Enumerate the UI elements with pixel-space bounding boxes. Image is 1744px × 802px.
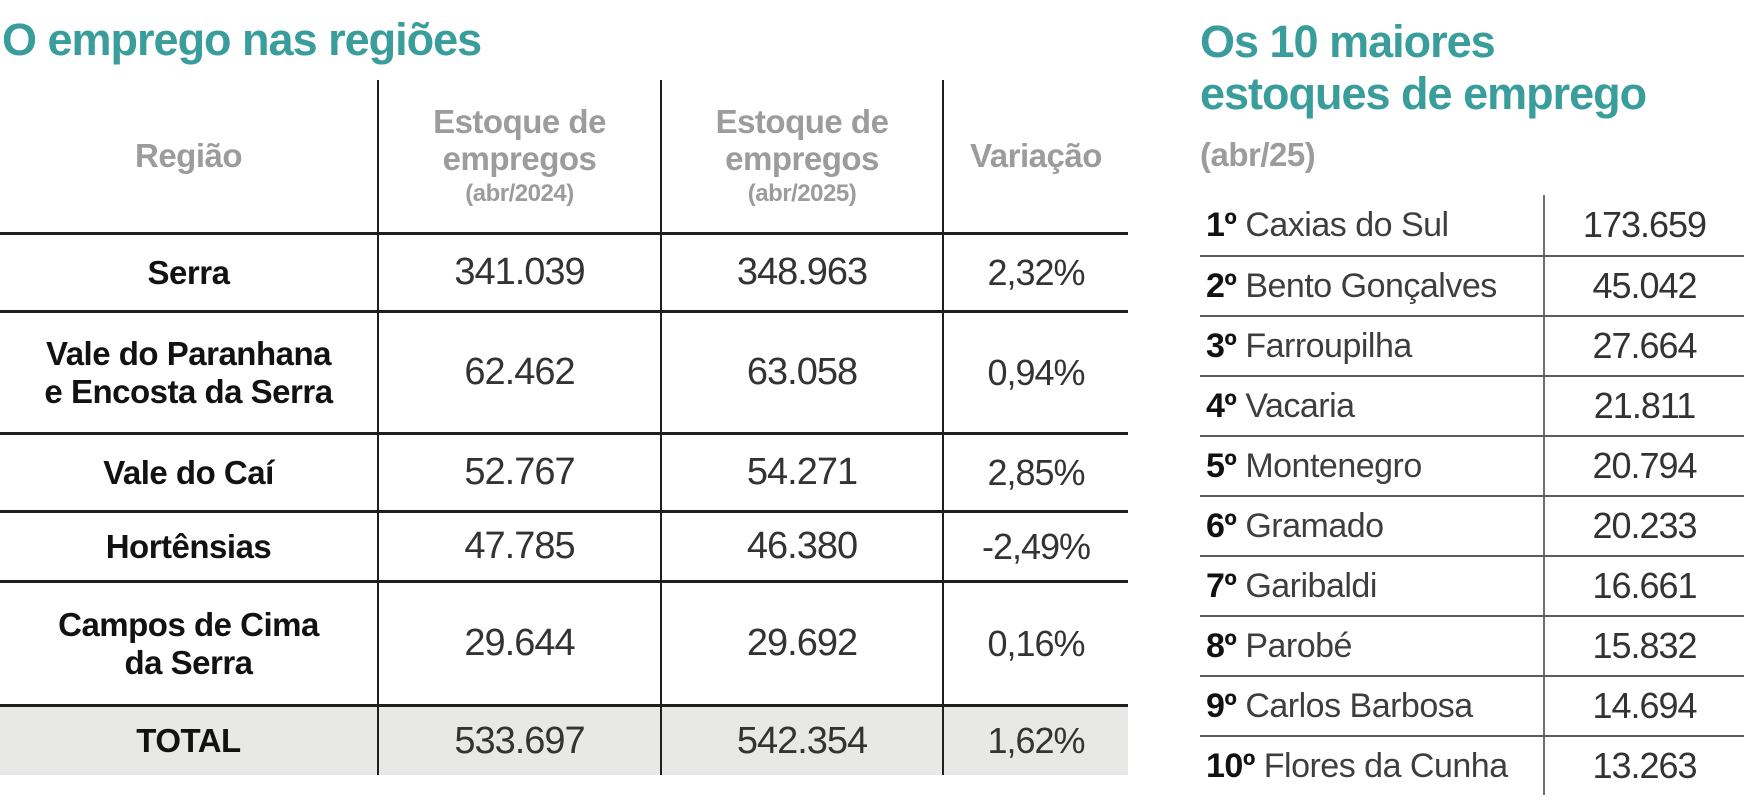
rank-number: 1º [1206, 205, 1237, 244]
variation-value: -2,49% [944, 513, 1128, 583]
stock-2024-value: 52.767 [379, 435, 662, 513]
region-name: Hortênsias [0, 513, 379, 583]
rank-row: 2º Bento Gonçalves 45.042 [1200, 255, 1744, 315]
city-name: Gramado [1245, 506, 1384, 545]
column-header-region: Região [0, 80, 379, 235]
stock-value: 15.832 [1592, 625, 1697, 666]
city-name: Montenegro [1245, 446, 1422, 485]
rank-row: 10º Flores da Cunha 13.263 [1200, 735, 1744, 795]
total-label: TOTAL [0, 707, 379, 775]
column-header-stock-2025: Estoque de empregos (abr/2025) [662, 80, 944, 235]
rank-row: 8º Parobé 15.832 [1200, 615, 1744, 675]
rank-row: 5º Montenegro 20.794 [1200, 435, 1744, 495]
regions-table: Região Estoque de empregos (abr/2024) Es… [0, 80, 1128, 775]
stock-value: 13.263 [1592, 745, 1697, 786]
stock-value: 45.042 [1592, 265, 1697, 306]
city-name: Garibaldi [1245, 566, 1377, 605]
region-name: Campos de Cima da Serra [0, 583, 379, 707]
rank-row: 4º Vacaria 21.811 [1200, 375, 1744, 435]
stock-value: 21.811 [1593, 385, 1696, 426]
stock-value: 20.794 [1592, 445, 1697, 486]
city-name: Caxias do Sul [1245, 205, 1449, 244]
city-name: Bento Gonçalves [1245, 266, 1497, 305]
rank-number: 9º [1206, 686, 1237, 725]
rank-number: 3º [1206, 326, 1237, 365]
rank-row: 7º Garibaldi 16.661 [1200, 555, 1744, 615]
variation-value: 2,85% [944, 435, 1128, 513]
stock-value: 20.233 [1592, 505, 1697, 546]
rank-number: 8º [1206, 626, 1237, 665]
stock-2025-value: 29.692 [662, 583, 944, 707]
region-name: Vale do Caí [0, 435, 379, 513]
city-name: Farroupilha [1245, 326, 1412, 365]
stock-2024-value: 341.039 [379, 235, 662, 313]
region-name: Serra [0, 235, 379, 313]
stock-2025-value: 63.058 [662, 313, 944, 435]
rank-row: 3º Farroupilha 27.664 [1200, 315, 1744, 375]
left-panel-title: O emprego nas regiões [2, 14, 482, 65]
stock-value: 27.664 [1592, 325, 1697, 366]
stock-2025-value: 54.271 [662, 435, 944, 513]
stock-value: 173.659 [1582, 204, 1707, 245]
total-stock-2024: 533.697 [379, 707, 662, 775]
stock-2025-value: 348.963 [662, 235, 944, 313]
rank-number: 2º [1206, 266, 1237, 305]
stock-value: 14.694 [1592, 685, 1697, 726]
stock-2024-value: 47.785 [379, 513, 662, 583]
top10-table: 1º Caxias do Sul 173.659 2º Bento Gonçalve… [1200, 195, 1744, 795]
column-header-stock-2024: Estoque de empregos (abr/2024) [379, 80, 662, 235]
total-stock-2025: 542.354 [662, 707, 944, 775]
stock-2025-value: 46.380 [662, 513, 944, 583]
rank-number: 6º [1206, 506, 1237, 545]
rank-number: 4º [1206, 386, 1237, 425]
stock-value: 16.661 [1592, 565, 1697, 606]
stock-2024-value: 62.462 [379, 313, 662, 435]
variation-value: 2,32% [944, 235, 1128, 313]
rank-number: 10º [1206, 746, 1255, 785]
rank-row: 6º Gramado 20.233 [1200, 495, 1744, 555]
regions-employment-panel: O emprego nas regiões Região Estoque de … [0, 14, 1128, 775]
right-panel-subtitle: (abr/25) [1200, 136, 1316, 173]
city-name: Parobé [1245, 626, 1352, 665]
column-header-variation: Variação [944, 80, 1128, 235]
rank-row: 9º Carlos Barbosa 14.694 [1200, 675, 1744, 735]
rank-number: 5º [1206, 446, 1237, 485]
rank-number: 7º [1206, 566, 1237, 605]
total-variation: 1,62% [944, 707, 1128, 775]
top10-stocks-panel: Os 10 maiores estoques de emprego (abr/2… [1200, 0, 1744, 802]
rank-row: 1º Caxias do Sul 173.659 [1200, 195, 1744, 255]
city-name: Carlos Barbosa [1245, 686, 1473, 725]
right-panel-title: Os 10 maiores estoques de emprego [1200, 16, 1647, 119]
variation-value: 0,94% [944, 313, 1128, 435]
variation-value: 0,16% [944, 583, 1128, 707]
city-name: Flores da Cunha [1263, 746, 1508, 785]
region-name: Vale do Paranhana e Encosta da Serra [0, 313, 379, 435]
stock-2024-value: 29.644 [379, 583, 662, 707]
city-name: Vacaria [1245, 386, 1355, 425]
